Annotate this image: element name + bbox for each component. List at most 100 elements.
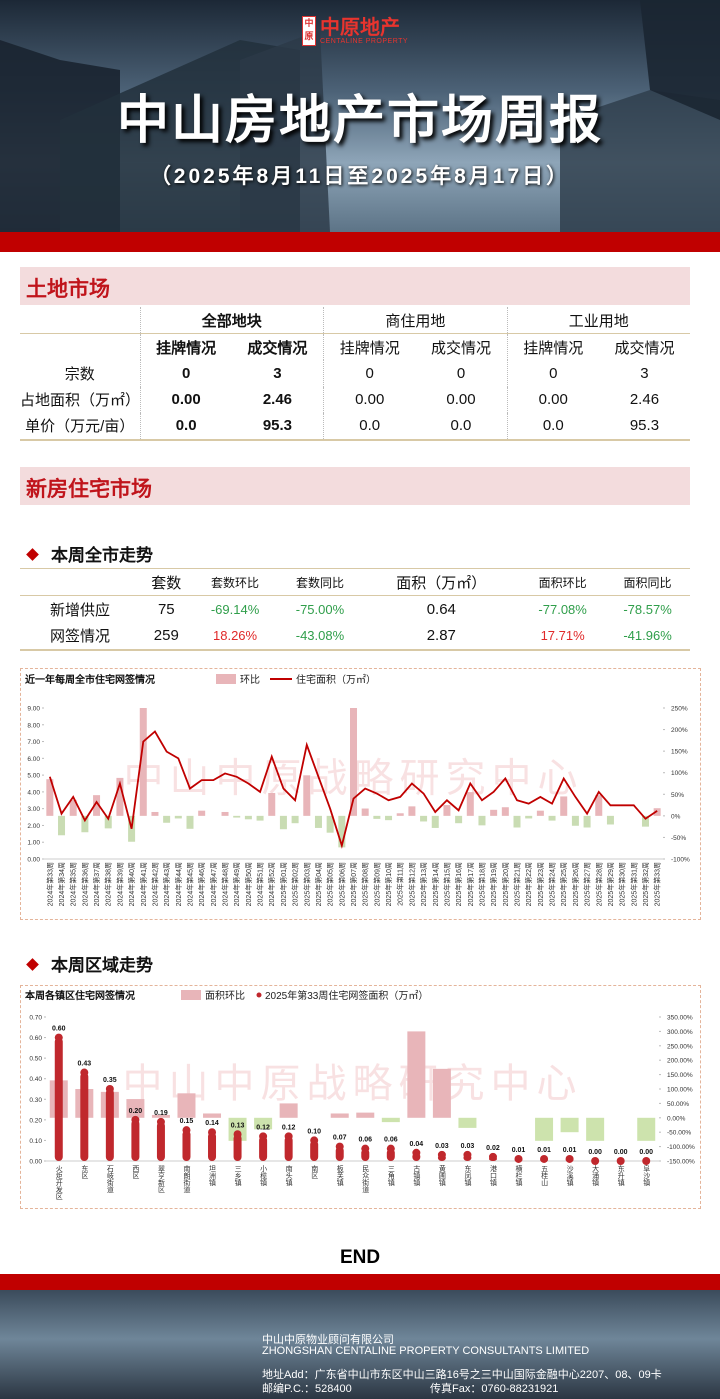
legend-swatch	[181, 990, 201, 1000]
bar-cap	[591, 1157, 600, 1165]
x-tick-label: 2024年第39周	[115, 862, 124, 906]
bar	[637, 1117, 656, 1141]
end-mark: END	[339, 1247, 381, 1268]
table-body: 新增供应 75 -69.14% -75.00% 0.64 -77.08% -78.57% 网签…	[20, 596, 690, 651]
red-band	[0, 1274, 720, 1290]
bar-cap	[259, 1132, 268, 1141]
y-tick-label: 2.00	[27, 823, 40, 830]
x-tick-label: 2025年第26周	[571, 862, 580, 906]
bar	[174, 815, 182, 819]
x-tick-label: 2025年第01周	[279, 862, 288, 906]
bar-cap	[54, 1033, 63, 1042]
bar-cap	[488, 1152, 497, 1161]
y-tick-label: 3.00	[27, 806, 40, 813]
row-label: 占地面积（万㎡）	[20, 392, 141, 410]
x-tick-label: 翠亨新区	[157, 1165, 165, 1193]
data-label: 0.01	[563, 1147, 577, 1154]
watermark: 中山中原战略研究中心	[123, 1062, 583, 1106]
data-label: 0.19	[154, 1110, 168, 1117]
bar-cap	[182, 1126, 191, 1135]
x-tick-label: 2025年第17周	[466, 862, 475, 906]
header-banner	[0, 0, 720, 232]
bar	[151, 811, 159, 816]
data-label: 0.00	[639, 1149, 653, 1156]
x-tick-label: 2025年第16周	[454, 862, 463, 906]
x-tick-label: 2024年第41周	[139, 862, 148, 906]
data-label: 0.10	[307, 1128, 321, 1135]
bar	[139, 708, 147, 816]
bar	[431, 815, 439, 828]
x-tick-label: 2025年第11周	[396, 862, 405, 906]
chart-title: 本周各镇区住宅网签情况	[25, 989, 135, 1002]
x-tick-label: 2024年第37周	[92, 862, 101, 906]
column-header: 套数环比	[192, 568, 278, 596]
bar	[432, 1068, 451, 1118]
x-tick-label: 2025年第03周	[302, 862, 311, 906]
table-head: 全部地块 商住用地 工业用地 挂牌情况 成交情况 挂牌情况 成交情况 挂牌情况 成交情况	[20, 307, 690, 360]
table-row: 占地面积（万㎡） 0.00 2.46 0.00 0.00 0.00 2.46	[20, 386, 690, 413]
bar	[54, 1037, 63, 1161]
x-tick-label: 横栏镇	[515, 1164, 523, 1187]
x-tick-label: 南头镇	[285, 1164, 293, 1187]
bar	[80, 1072, 89, 1161]
bar-cap	[156, 1117, 165, 1126]
x-tick-label: 小榄镇	[260, 1164, 268, 1187]
column-header: 成交情况	[430, 339, 491, 357]
legend-label: 2025年第33周住宅网签面积（万㎡）	[265, 989, 428, 1002]
bar	[373, 815, 381, 819]
row-label: 宗数	[64, 365, 95, 383]
bar	[233, 815, 241, 818]
table-cell: 0	[506, 360, 599, 387]
x-tick-label: 石岐街道	[106, 1165, 114, 1194]
x-tick-label: 2024年第38周	[104, 862, 113, 906]
y-tick-label: 6.00	[27, 756, 40, 763]
x-tick-label: 2025年第10周	[384, 862, 393, 906]
bar	[303, 775, 311, 816]
bar-cap	[361, 1144, 370, 1153]
bar	[268, 792, 276, 816]
bar	[396, 813, 404, 816]
data-label: 0.04	[410, 1141, 424, 1148]
district-chart: 中山中原战略研究中心 本周各镇区住宅网签情况 面积环比 2025年第33周住宅网签面积…	[20, 985, 701, 1209]
bar-cap	[208, 1128, 217, 1137]
column-header: 面积同比	[605, 568, 690, 596]
row-label: 单价（万元/亩）	[20, 413, 140, 441]
table-cell: 0.0	[323, 413, 416, 441]
bar-cap	[565, 1154, 574, 1163]
x-tick-label: 2025年第33周	[653, 862, 662, 906]
group-row: 全部地块 商住用地 工业用地	[20, 307, 690, 334]
group-header: 全部地块	[139, 307, 324, 334]
data-label: 0.35	[103, 1077, 117, 1084]
table-cell: -78.57%	[623, 601, 672, 617]
bar	[177, 1093, 196, 1118]
bar-cap	[310, 1136, 319, 1145]
y-tick-label: 0.00	[29, 1159, 42, 1166]
x-tick-label: 2025年第31周	[629, 862, 638, 906]
data-label: 0.00	[588, 1149, 602, 1156]
bar	[606, 815, 614, 825]
x-tick-label: 2024年第40周	[127, 862, 136, 906]
x-tick-label: 2025年第07周	[349, 862, 358, 906]
bar	[186, 815, 194, 829]
x-tick-label: 2025年第28周	[594, 862, 603, 906]
column-header: 套数同比	[277, 568, 363, 596]
bar	[641, 815, 649, 827]
land-table: 全部地块 商住用地 工业用地 挂牌情况 成交情况 挂牌情况 成交情况 挂牌情况 成交情况 宗数 0 3…	[20, 307, 690, 441]
x-tick-label: 2025年第14周	[431, 862, 440, 906]
bar	[131, 1119, 140, 1161]
bar	[203, 1113, 222, 1118]
y-tick-label: 0.50	[29, 1056, 42, 1063]
chart-title: 近一年每周全市住宅网签情况	[25, 673, 155, 686]
x-tick-label: 东区	[81, 1164, 89, 1179]
y-tick-label: 0.40	[29, 1076, 42, 1083]
y2-tick-label: 100%	[671, 770, 688, 777]
data-label: 0.60	[52, 1026, 66, 1033]
table-row: 网签情况 259 18.26% -43.08% 2.87 17.71% -41.96%	[20, 622, 690, 651]
bar-cap	[233, 1130, 242, 1139]
x-tick-label: 火炬开发区	[55, 1165, 63, 1200]
data-label: 0.14	[205, 1120, 219, 1127]
table-cell: 259	[140, 622, 193, 651]
x-tick-label: 三角镇	[387, 1165, 395, 1187]
bar	[350, 708, 357, 816]
